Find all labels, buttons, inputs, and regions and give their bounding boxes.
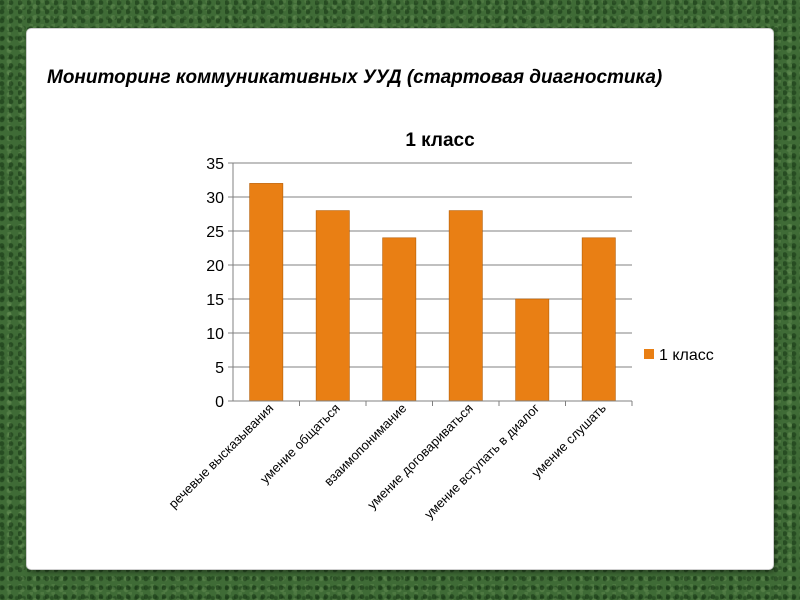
bar-chart: 1 класс 0 5 10 15 20 25 30 35 речевые высказыван… [166,130,714,522]
y-tick-label: 5 [215,360,224,377]
y-tick-label: 25 [206,224,224,241]
slide-title: Мониторинг коммуникативных УУД (стартова… [47,67,663,88]
bar [382,237,417,402]
slide-panel: Мониторинг коммуникативных УУД (стартова… [27,29,773,569]
chart-legend: 1 класс [644,347,714,364]
chart-title: 1 класс [405,130,475,151]
y-tick-label: 30 [206,190,224,207]
bar [448,210,483,402]
bar [515,298,550,402]
y-tick-label: 15 [206,292,224,309]
legend-swatch [644,349,654,359]
y-tick-label: 35 [206,156,224,173]
x-tick-label: речевые высказывания [166,401,277,512]
y-tick-label: 10 [206,326,224,343]
bar [581,237,616,402]
y-tick-label: 0 [215,394,224,411]
x-tick-label: умение вступать в диалог [421,400,542,521]
bar [249,183,284,402]
legend-label: 1 класс [659,347,714,364]
y-tick-label: 20 [206,258,224,275]
bar [315,210,350,402]
